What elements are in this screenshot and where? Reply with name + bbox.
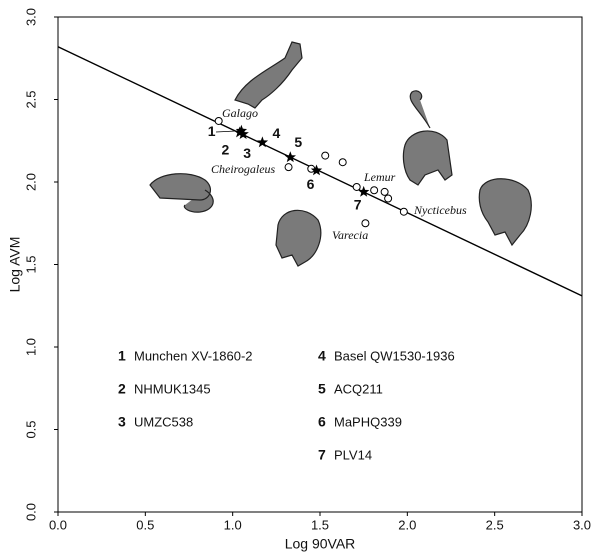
x-tick-label: 3.0 (573, 517, 591, 532)
circle-point (384, 194, 393, 203)
legend-number: 7 (318, 447, 326, 463)
genus-label: Lemur (363, 170, 396, 184)
circle-point (321, 151, 330, 160)
legend-label: PLV14 (334, 447, 372, 462)
star-point (235, 124, 248, 136)
cheirogaleus-illustration (149, 173, 214, 213)
y-tick-label: 0.5 (23, 420, 38, 438)
circle-point (338, 158, 347, 167)
plot-frame (57, 16, 583, 513)
y-tick-label: 1.0 (23, 338, 38, 356)
circle-point (214, 116, 223, 125)
legend-label: Munchen XV-1860-2 (134, 348, 253, 363)
circle-point (284, 163, 293, 172)
lemur-illustration (402, 90, 453, 186)
legend-number: 6 (318, 414, 326, 430)
circle-point (399, 207, 408, 216)
x-tick-label: 2.0 (398, 517, 416, 532)
circle-point (370, 186, 379, 195)
x-tick-label: 0.0 (49, 517, 67, 532)
point-label: 1 (208, 123, 216, 139)
y-tick-label: 2.0 (23, 173, 38, 191)
star-point (256, 136, 269, 148)
y-tick-label: 0.0 (23, 503, 38, 521)
legend-label: MaPHQ339 (334, 414, 402, 429)
varecia-illustration (275, 209, 322, 267)
star-point (284, 151, 296, 163)
point-label: 3 (243, 145, 251, 161)
x-tick-label: 0.5 (136, 517, 154, 532)
genus-label: Nycticebus (413, 203, 467, 217)
point-label: 6 (307, 176, 315, 192)
legend-number: 3 (118, 414, 126, 430)
point-label: 4 (272, 125, 280, 141)
x-axis-title: Log 90VAR (285, 536, 356, 552)
circle-point (352, 182, 361, 191)
regression-line (57, 46, 583, 297)
point-label: 2 (222, 142, 230, 158)
x-tick-label: 2.5 (486, 517, 504, 532)
point-label: 7 (354, 197, 362, 213)
legend-number: 5 (318, 381, 326, 397)
y-tick-label: 1.5 (23, 255, 38, 273)
star-point (358, 185, 370, 197)
genus-label: Galago (222, 106, 258, 120)
genus-label: Cheirogaleus (211, 162, 276, 176)
point-label: 5 (294, 134, 302, 150)
legend-label: Basel QW1530-1936 (334, 348, 455, 363)
legend-number: 2 (118, 381, 126, 397)
y-tick-label: 3.0 (23, 8, 38, 26)
legend-number: 4 (318, 348, 326, 364)
circle-point (380, 187, 389, 196)
illustrations (149, 41, 532, 267)
legend-label: NHMUK1345 (134, 381, 211, 396)
genus-label: Varecia (332, 228, 368, 242)
y-tick-label: 2.5 (23, 90, 38, 108)
y-axis-title: Log AVM (7, 237, 23, 293)
galago-illustration (234, 41, 303, 109)
legend-label: UMZC538 (134, 414, 193, 429)
x-tick-label: 1.5 (311, 517, 329, 532)
star-point (237, 128, 249, 139)
x-tick-label: 1.0 (224, 517, 242, 532)
leader-line (215, 130, 237, 133)
legend-label: ACQ211 (334, 381, 383, 396)
nycticebus-illustration (478, 178, 532, 247)
star-point (310, 164, 323, 176)
legend-number: 1 (118, 348, 126, 364)
circle-point (361, 219, 370, 228)
